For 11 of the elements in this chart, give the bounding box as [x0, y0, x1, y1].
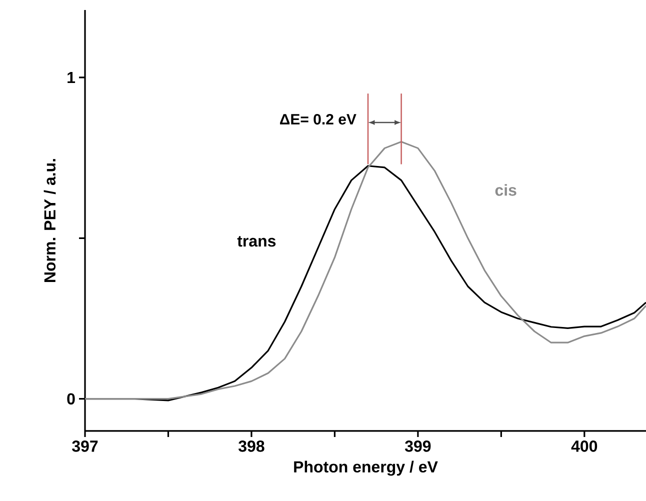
x-tick-label: 397	[72, 440, 98, 452]
x-tick-label: 400	[571, 440, 598, 452]
x-tick-label: 399	[404, 440, 431, 452]
y-axis-title: Norm. PEY / a.u.	[44, 159, 56, 282]
annotation: ΔE= 0.2 eV	[280, 114, 356, 125]
text: trans	[237, 236, 276, 247]
x-axis-title: Photon energy / eV	[294, 460, 438, 476]
y-tick-label: 1	[68, 72, 76, 83]
y-tick-label: 0	[67, 393, 75, 405]
x-tick-label: 398	[238, 440, 264, 452]
text: cis	[495, 184, 516, 196]
